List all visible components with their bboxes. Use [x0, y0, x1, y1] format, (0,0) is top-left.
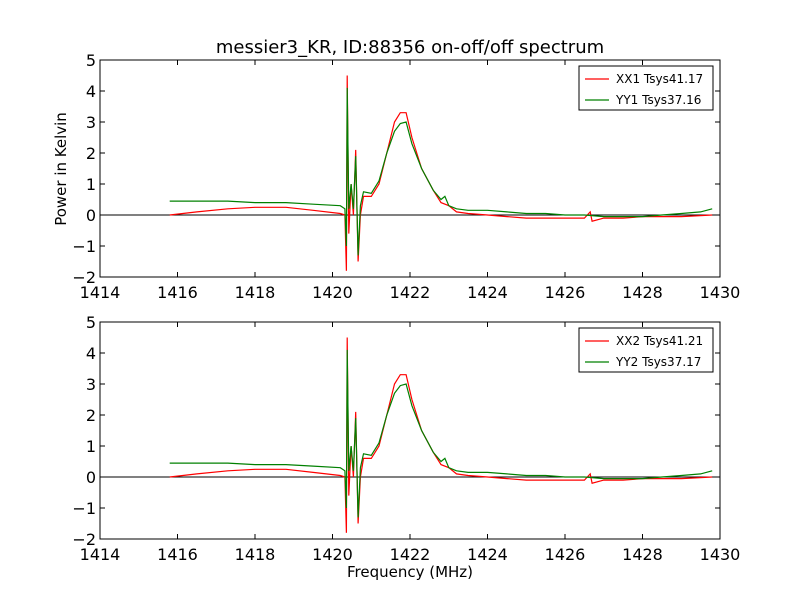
x-tick-label: 1422 — [390, 545, 431, 564]
y-tick-label: 0 — [86, 206, 96, 225]
y-tick-label: 2 — [86, 144, 96, 163]
x-axis-label: Frequency (MHz) — [347, 563, 473, 581]
legend-label: XX1 Tsys41.17 — [616, 72, 703, 86]
y-tick-label: 2 — [86, 406, 96, 425]
y-axis-label: Power in Kelvin — [52, 112, 70, 226]
x-tick-label: 1416 — [157, 545, 198, 564]
x-tick-label: 1420 — [312, 283, 353, 302]
y-tick-label: 1 — [86, 437, 96, 456]
x-tick-label: 1424 — [467, 283, 508, 302]
chart-title: messier3_KR, ID:88356 on-off/off spectru… — [216, 37, 604, 58]
x-tick-label: 1430 — [700, 283, 741, 302]
y-tick-label: 3 — [86, 113, 96, 132]
y-tick-label: 1 — [86, 175, 96, 194]
x-tick-label: 1414 — [80, 283, 121, 302]
x-tick-label: 1414 — [80, 545, 121, 564]
x-tick-label: 1428 — [622, 283, 663, 302]
y-tick-label: −2 — [72, 530, 96, 549]
y-tick-label: −1 — [72, 499, 96, 518]
y-tick-label: 3 — [86, 375, 96, 394]
y-tick-label: −2 — [72, 268, 96, 287]
legend-label: YY1 Tsys37.16 — [615, 93, 701, 107]
x-tick-label: 1422 — [390, 283, 431, 302]
y-tick-label: 5 — [86, 313, 96, 332]
y-tick-label: −1 — [72, 237, 96, 256]
x-tick-label: 1430 — [700, 545, 741, 564]
x-tick-label: 1424 — [467, 545, 508, 564]
x-tick-label: 1418 — [235, 283, 276, 302]
bottom-plot-panel: 1414 1416 1418 1420 1422 1424 1426 1428 1430−2−1… — [72, 313, 740, 564]
x-tick-label: 1428 — [622, 545, 663, 564]
x-tick-label: 1426 — [545, 283, 586, 302]
top-plot-panel: 1414 1416 1418 1420 1422 1424 1426 1428 1430−2−1… — [72, 51, 740, 302]
x-tick-label: 1416 — [157, 283, 198, 302]
series-line-2 — [169, 87, 713, 256]
x-tick-label: 1426 — [545, 545, 586, 564]
legend-box — [578, 65, 714, 111]
y-tick-label: 0 — [86, 468, 96, 487]
legend-label: XX2 Tsys41.21 — [616, 334, 703, 348]
x-tick-label: 1420 — [312, 545, 353, 564]
legend-label: YY2 Tsys37.17 — [615, 355, 701, 369]
y-tick-label: 5 — [86, 51, 96, 70]
y-tick-label: 4 — [86, 344, 96, 363]
x-tick-label: 1418 — [235, 545, 276, 564]
series-line-2 — [169, 349, 713, 518]
legend-box — [578, 327, 714, 373]
y-tick-label: 4 — [86, 82, 96, 101]
